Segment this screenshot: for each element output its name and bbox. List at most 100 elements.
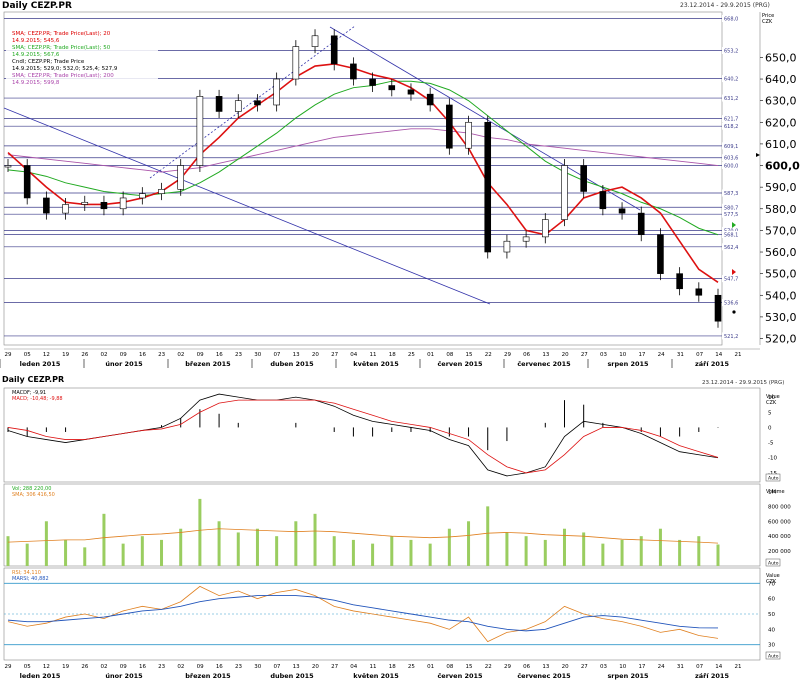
macd-tick-label: -10 [768,456,777,462]
bottom-day-label: 21 [735,664,742,670]
volume-legend-entry: Vol; 288 220,00 [12,486,51,492]
level-label-bg [722,243,742,251]
macd-line [7,399,719,474]
x-day-label: 09 [197,352,204,358]
bottom-day-label: 20 [312,664,319,670]
level-label: 668,0 [724,16,738,22]
bottom-day-label: 27 [331,664,338,670]
sma50-marker [732,222,736,228]
candle-body [637,212,645,236]
candle-body [599,191,607,210]
bottom-day-label: 13 [293,664,300,670]
volume-bar [409,539,413,566]
level-label: 536,6 [724,301,738,307]
date-range: 23.12.2014 - 29.9.2015 (PRG) [680,2,770,9]
x-day-label: 31 [677,352,684,358]
level-label: 547,7 [724,277,738,283]
candle-body [139,193,146,199]
level-label-bg [722,299,742,307]
series-line [7,128,719,173]
x-day-label: 13 [542,352,549,358]
bottom-day-label: 26 [81,664,88,670]
bottom-day-label: 16 [139,664,146,670]
candle-body [23,165,31,199]
volume-bar [447,528,451,566]
rsi-tick-label: 30 [768,643,775,649]
x-day-label: 17 [638,352,645,358]
x-day-label: 23 [235,352,242,358]
volume-legend-entry: SMA; 306 416,50 [12,492,55,498]
bottom-day-label: 04 [350,664,357,670]
volume-bar [64,539,68,566]
level-label-bg [722,75,742,83]
candle-body [4,165,12,168]
bottom-month-label: březen 2015 [185,672,231,680]
volume-bar [505,532,509,566]
level-label: 600,0 [724,164,738,170]
x-day-label: 26 [81,352,88,358]
candle-body [388,85,396,91]
level-label-bg [722,14,742,22]
x-month-label: únor 2015 [105,360,143,368]
bottom-day-label: 03 [600,664,607,670]
volume-bar [697,536,701,566]
level-label: 580,7 [724,205,738,211]
candle-body [484,121,492,253]
candle-body [81,201,89,205]
price-tick-label: 590,0 [765,181,797,194]
sma20-marker [732,269,736,275]
rsi-auto-badge [765,651,781,660]
level-label-bg [722,231,742,239]
macd-tick-label: 10 [768,395,775,401]
volume-auto-badge [765,558,781,567]
bottom-month-label: srpen 2015 [607,672,649,680]
price-axis-unit: CZK [762,19,773,25]
bottom-day-label: 15 [466,664,473,670]
x-day-label: 04 [350,352,357,358]
bottom-day-label: 14 [715,664,722,670]
level-label: 577,5 [724,212,738,218]
rsi-line [7,585,719,643]
level-label-bg [722,115,742,123]
level-label: 562,4 [724,245,738,251]
trend-line-down [3,107,491,305]
bottom-day-label: 30 [254,664,261,670]
level-label-bg [722,142,742,150]
level-label: 640,2 [724,77,738,83]
macd-auto-badge [765,473,781,482]
legend-entry: SMA; CEZP.PR; Trade Price(Last); 200 [12,73,114,79]
x-day-label: 24 [658,352,665,358]
bottom-month-label: duben 2015 [270,672,314,680]
candle-body [292,46,300,80]
price-tick-label: 570,0 [765,224,797,237]
x-day-label: 07 [696,352,703,358]
candle-body [234,100,242,112]
volume-bar [44,521,48,566]
macd-tick-label: 5 [768,410,772,416]
trend-line-upper [329,26,641,211]
legend-bg [6,28,158,88]
rsi-tick-label: 70 [768,581,775,587]
bottom-day-label: 19 [62,664,69,670]
bottom-day-label: 08 [446,664,453,670]
macd-legend-entry: MACD; -10,48; -9,88 [12,396,63,402]
level-label: 603,6 [724,156,738,162]
candle-body [215,96,223,112]
x-day-label: 27 [331,352,338,358]
x-day-label: 19 [62,352,69,358]
x-day-label: 16 [216,352,223,358]
bottom-day-label: 10 [619,664,626,670]
bottom-day-label: 07 [696,664,703,670]
volume-bar [428,543,432,566]
bottom-day-label: 17 [638,664,645,670]
volume-bar [562,528,566,566]
rsi-axis-unit: CZK [766,579,777,585]
bottom-day-label: 31 [677,664,684,670]
legend-entry: 14.9.2015; 529,0; 532,0; 525,4; 527,9 [12,66,118,72]
volume-tick-label: 600 000 [768,519,791,525]
price-tick-label: 640,0 [765,73,797,86]
bottom-day-label: 09 [197,664,204,670]
bottom-day-label: 23 [158,664,165,670]
level-label-bg [722,122,742,130]
candle-body [330,35,338,65]
